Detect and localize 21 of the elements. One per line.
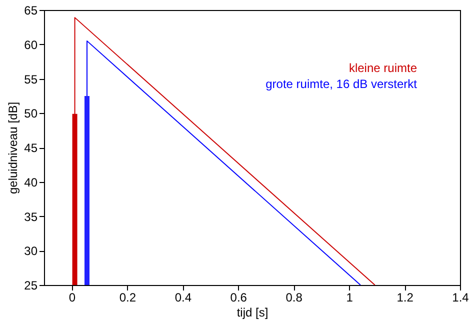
y-axis-title: geluidniveau [dB] xyxy=(6,102,20,194)
y-tick-label: 50 xyxy=(24,106,38,121)
x-tick-label: 0.8 xyxy=(286,290,303,304)
text: kleine ruimte xyxy=(348,61,418,75)
y-tick-label: 60 xyxy=(24,38,38,52)
x-tick-label: 0 xyxy=(68,290,76,304)
y-tick-label: 40 xyxy=(24,175,38,190)
y-tick-label: 25 xyxy=(24,278,38,292)
x-tick-label: 1.2 xyxy=(396,290,414,304)
x-tick-label: 0.2 xyxy=(119,290,136,304)
y-tick-label: 30 xyxy=(24,244,38,258)
y-tick-label: 45 xyxy=(24,141,38,155)
text: grote ruimte, 16 dB versterkt xyxy=(266,77,418,91)
y-tick-label: 55 xyxy=(24,72,38,86)
x-axis-title: tijd [s] xyxy=(236,306,268,320)
y-tick-label: 65 xyxy=(24,4,38,18)
x-tick-label: 1 xyxy=(346,290,354,304)
y-tick-label: 35 xyxy=(24,210,38,224)
x-tick-label: 1.4 xyxy=(452,290,470,304)
x-tick-label: 0.4 xyxy=(174,290,192,304)
x-tick-label: 0.6 xyxy=(230,290,248,304)
